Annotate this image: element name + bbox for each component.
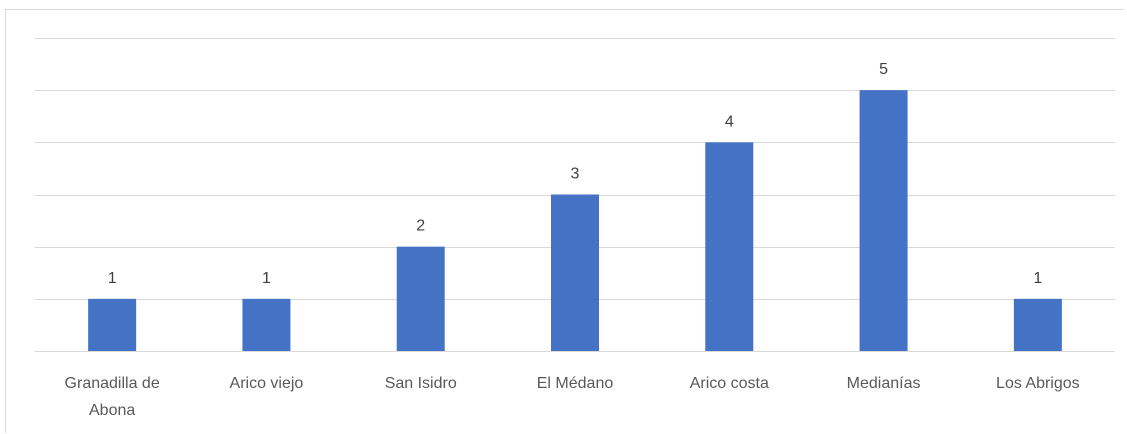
category-label: Granadilla de Abona	[65, 375, 160, 419]
category-label: Los Abrigos	[996, 375, 1080, 392]
category-label: Arico viejo	[230, 375, 304, 392]
category-ticks: Granadilla de Abona Arico viejo San Isidro E…	[65, 375, 1080, 419]
bar	[705, 142, 754, 351]
data-label: 2	[416, 218, 425, 235]
category-label: Arico costa	[690, 375, 769, 392]
data-label: 1	[1033, 270, 1042, 287]
data-label: 5	[879, 61, 888, 78]
bars	[88, 90, 1062, 352]
category-label: El Médano	[537, 375, 614, 392]
category-label: Medianías	[847, 375, 921, 392]
data-label: 4	[725, 113, 734, 130]
bar	[551, 194, 599, 351]
data-label: 1	[262, 270, 271, 287]
data-label: 1	[108, 270, 117, 287]
bar	[88, 298, 137, 351]
data-labels: 1 1 2 3 4 5 1	[108, 61, 1043, 287]
bar	[1013, 298, 1062, 351]
bar	[859, 90, 908, 352]
bar	[242, 298, 291, 351]
category-label: San Isidro	[385, 375, 457, 392]
bar	[396, 246, 445, 351]
data-label: 3	[571, 166, 580, 183]
